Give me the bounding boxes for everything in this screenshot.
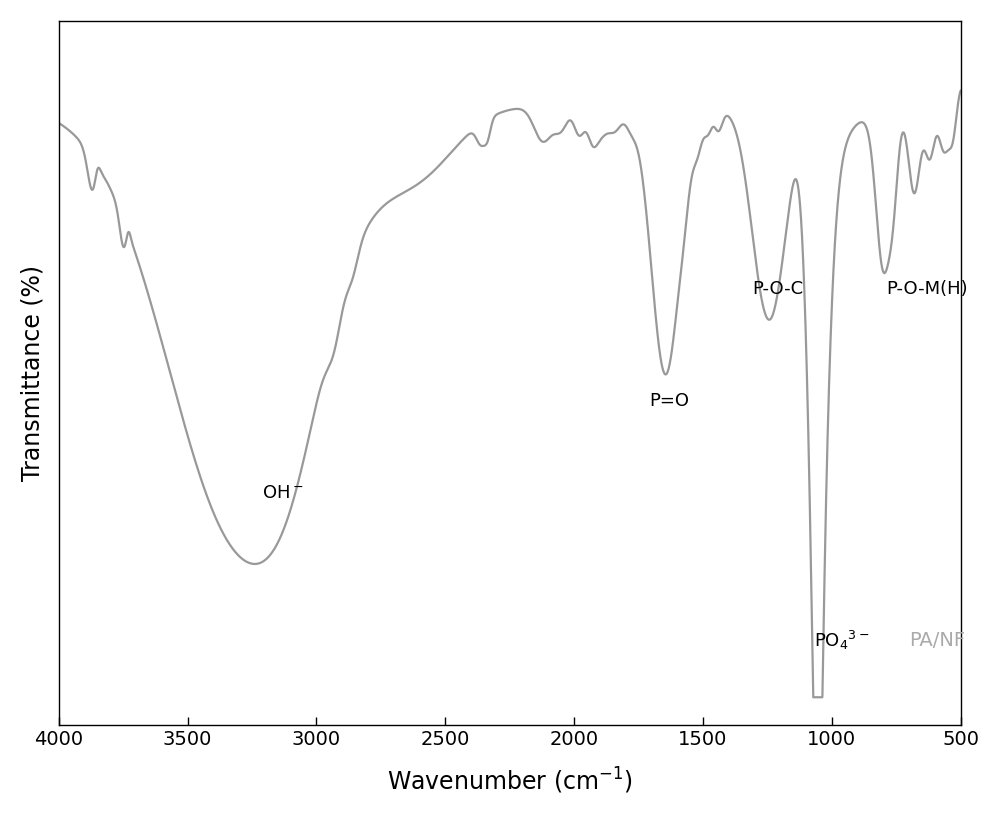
Text: P=O: P=O [649, 392, 689, 410]
Y-axis label: Transmittance (%): Transmittance (%) [21, 266, 45, 481]
Text: PO$_4$$^{3-}$: PO$_4$$^{3-}$ [814, 629, 870, 653]
Text: OH$^-$: OH$^-$ [262, 484, 304, 502]
Text: P-O-M(H): P-O-M(H) [886, 279, 968, 297]
Text: P-O-C: P-O-C [752, 279, 803, 297]
Text: PA/NF: PA/NF [909, 632, 965, 650]
X-axis label: Wavenumber (cm$^{-1}$): Wavenumber (cm$^{-1}$) [387, 766, 633, 797]
